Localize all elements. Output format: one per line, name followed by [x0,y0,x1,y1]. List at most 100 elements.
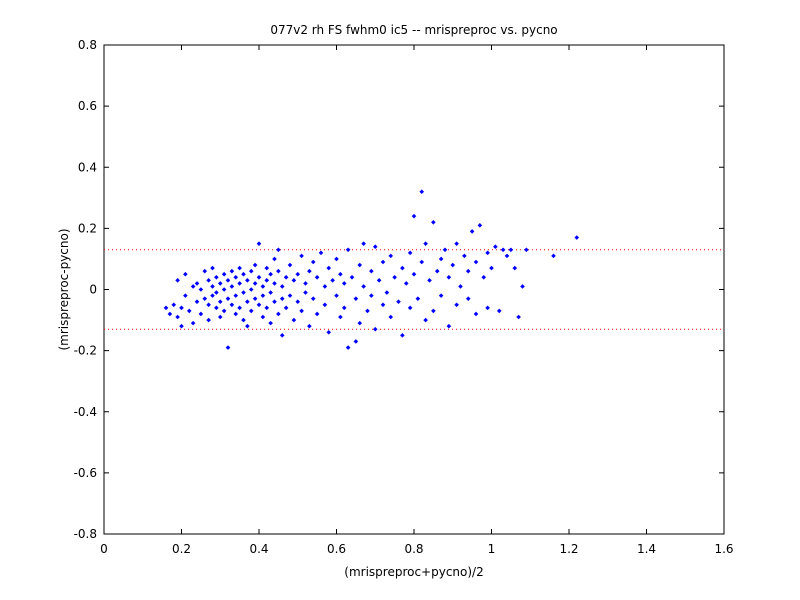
data-point [186,308,192,314]
y-tick-label: -0.8 [74,527,97,541]
x-tick-label: 0.4 [249,542,268,556]
data-point [485,250,490,256]
data-point [465,296,471,301]
data-point [326,265,332,271]
data-point [310,296,316,301]
data-point [287,262,293,268]
data-point [264,265,270,271]
data-point [496,308,502,314]
data-point [214,305,219,311]
data-point [190,284,196,289]
data-point [407,305,413,311]
data-point [206,317,211,323]
data-point [194,299,200,305]
data-point [233,311,239,317]
data-point [469,229,475,234]
data-point [504,253,510,259]
data-point [396,299,401,305]
data-point [338,271,343,277]
data-point [310,259,316,265]
data-point [272,256,277,262]
data-point [477,223,483,228]
data-point [272,281,277,286]
data-point [248,268,254,274]
data-point [268,271,273,277]
data-point [357,262,363,268]
x-axis-label: (mrispreproc+pycno)/2 [344,565,483,579]
data-point [341,281,347,286]
data-point [307,323,312,329]
data-point [349,274,355,280]
data-point [252,281,258,286]
data-point [334,256,339,262]
data-point [202,268,208,274]
data-point [411,213,417,219]
data-point [500,247,506,253]
data-point [473,311,479,317]
x-tick-label: 0.2 [172,542,191,556]
data-point [388,314,394,320]
data-point [446,323,452,329]
data-point [229,284,235,289]
chart-title: 077v2 rh FS fwhm0 ic5 -- mrispreproc vs.… [270,23,557,37]
data-point [353,339,359,344]
data-point [217,281,223,286]
data-point [245,323,250,329]
data-point [508,247,514,253]
data-point [167,311,173,317]
y-axis-label: (mrispreproc-pycno) [57,228,71,350]
data-point [260,314,266,320]
x-tick-label: 1.2 [559,542,578,556]
data-point [493,244,498,250]
data-point [322,284,328,289]
data-point [446,274,452,280]
data-point [465,268,471,274]
data-point [384,290,390,295]
data-point [221,271,227,277]
data-point [299,308,304,314]
data-point [423,241,428,246]
data-point [179,323,184,329]
data-point [318,250,324,256]
data-point [520,284,525,289]
data-point [287,293,293,298]
data-points [163,189,580,350]
data-point [458,284,463,289]
data-point [454,302,459,308]
data-point [434,268,440,274]
data-point [295,299,301,305]
data-point [206,278,211,283]
data-point [214,290,219,295]
data-point [303,290,308,295]
data-point [403,281,409,286]
data-point [268,320,273,326]
data-point [369,268,374,274]
data-point [210,293,215,298]
data-point [256,302,262,308]
x-tick-label: 1.4 [637,542,656,556]
data-point [450,262,456,268]
data-point [214,274,219,280]
data-point [330,278,335,283]
x-axis-ticks: 0 0.2 0.4 0.6 0.8 1 1.2 1.4 1.6 [100,45,734,556]
data-point [221,287,227,292]
data-point [357,320,363,326]
y-tick-label: -0.6 [74,466,97,480]
data-point [481,274,487,280]
data-point [314,311,320,317]
data-point [423,317,428,323]
data-point [376,278,382,283]
data-point [438,293,444,298]
data-point [369,293,374,298]
data-point [241,271,246,277]
data-point [233,293,239,298]
data-point [512,265,518,271]
x-tick-label: 1.6 [714,542,733,556]
data-point [198,311,204,317]
data-point [341,305,347,311]
data-point [353,296,359,301]
data-point [256,241,262,246]
y-tick-label: 0.6 [78,99,97,113]
data-point [283,305,289,311]
data-point [252,296,258,301]
